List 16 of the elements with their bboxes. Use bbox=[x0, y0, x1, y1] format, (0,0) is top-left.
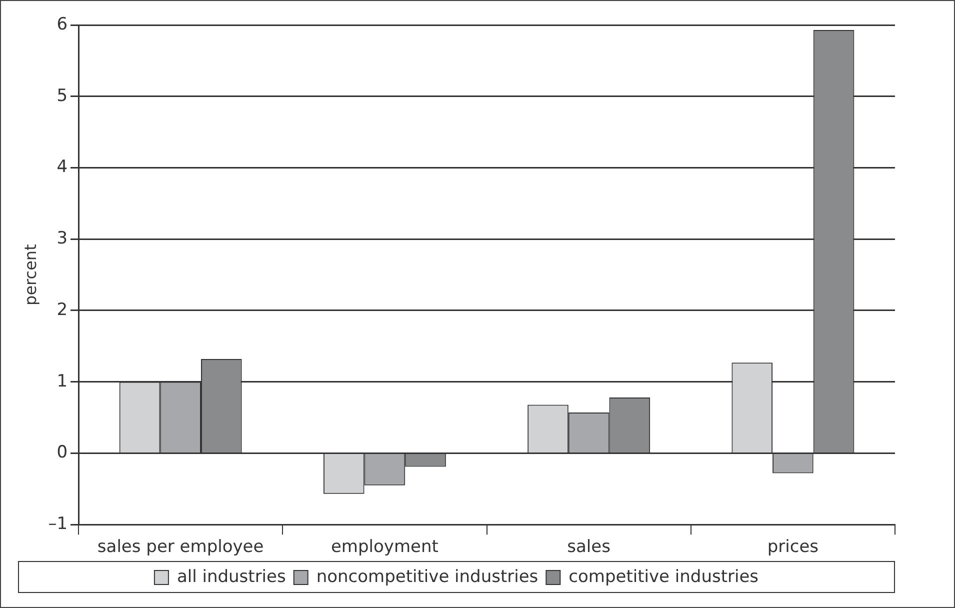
y-tick-label: 6 bbox=[56, 14, 68, 34]
y-tick-label: 0 bbox=[56, 442, 68, 463]
legend-label: noncompetitive industries bbox=[316, 566, 538, 587]
x-tick-label: sales bbox=[567, 537, 611, 558]
x-tick-label: employment bbox=[330, 537, 439, 558]
y-tick-label: –1 bbox=[48, 514, 68, 534]
y-tick-label: 4 bbox=[56, 157, 68, 178]
x-tick-label: sales per employee bbox=[97, 537, 264, 558]
legend-label: all industries bbox=[176, 566, 286, 587]
y-tick-label: 2 bbox=[56, 300, 68, 320]
y-tick-label: 1 bbox=[56, 371, 68, 392]
x-tick-label: prices bbox=[767, 537, 819, 558]
y-axis-title: percent bbox=[20, 244, 40, 306]
y-tick-label: 5 bbox=[56, 86, 68, 106]
y-tick-label: 3 bbox=[56, 228, 68, 249]
legend-label: competitive industries bbox=[568, 566, 759, 587]
